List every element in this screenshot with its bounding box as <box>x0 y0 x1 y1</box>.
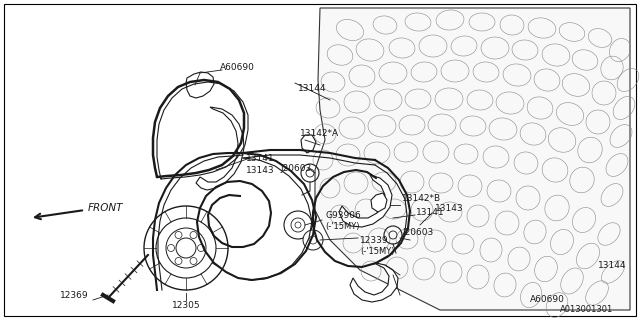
Circle shape <box>176 238 196 258</box>
Text: J20603: J20603 <box>402 228 433 236</box>
Text: 12339: 12339 <box>360 236 388 244</box>
Text: 12305: 12305 <box>172 301 200 310</box>
Text: (-'15MY): (-'15MY) <box>325 221 360 230</box>
Circle shape <box>175 258 182 265</box>
Polygon shape <box>371 193 387 212</box>
Text: (-'15MY): (-'15MY) <box>360 246 394 255</box>
Polygon shape <box>339 175 392 227</box>
Circle shape <box>284 211 312 239</box>
Text: G93906: G93906 <box>325 211 361 220</box>
Polygon shape <box>350 263 398 302</box>
Polygon shape <box>315 8 630 310</box>
Text: 12369: 12369 <box>60 291 88 300</box>
Text: 13142*A: 13142*A <box>300 129 339 138</box>
Text: 13144: 13144 <box>298 84 326 92</box>
Circle shape <box>190 258 197 265</box>
Text: 13143: 13143 <box>246 165 275 174</box>
Circle shape <box>291 218 305 232</box>
Polygon shape <box>301 135 316 153</box>
Text: A013001301: A013001301 <box>560 306 613 315</box>
Text: J20603: J20603 <box>280 164 311 172</box>
Text: 13141: 13141 <box>416 207 445 217</box>
Circle shape <box>198 244 205 252</box>
Polygon shape <box>196 107 244 190</box>
Text: 13143: 13143 <box>435 204 463 212</box>
Circle shape <box>190 231 197 238</box>
Circle shape <box>309 236 317 244</box>
Circle shape <box>303 230 323 250</box>
Polygon shape <box>186 72 214 98</box>
Circle shape <box>175 231 182 238</box>
Circle shape <box>295 222 301 228</box>
Text: A60690: A60690 <box>220 62 255 71</box>
Circle shape <box>168 244 175 252</box>
Text: 13142*B: 13142*B <box>402 194 441 203</box>
Text: FRONT: FRONT <box>88 203 124 213</box>
Text: A60690: A60690 <box>530 295 565 305</box>
Text: 13144: 13144 <box>598 260 627 269</box>
Text: 13141: 13141 <box>246 154 275 163</box>
